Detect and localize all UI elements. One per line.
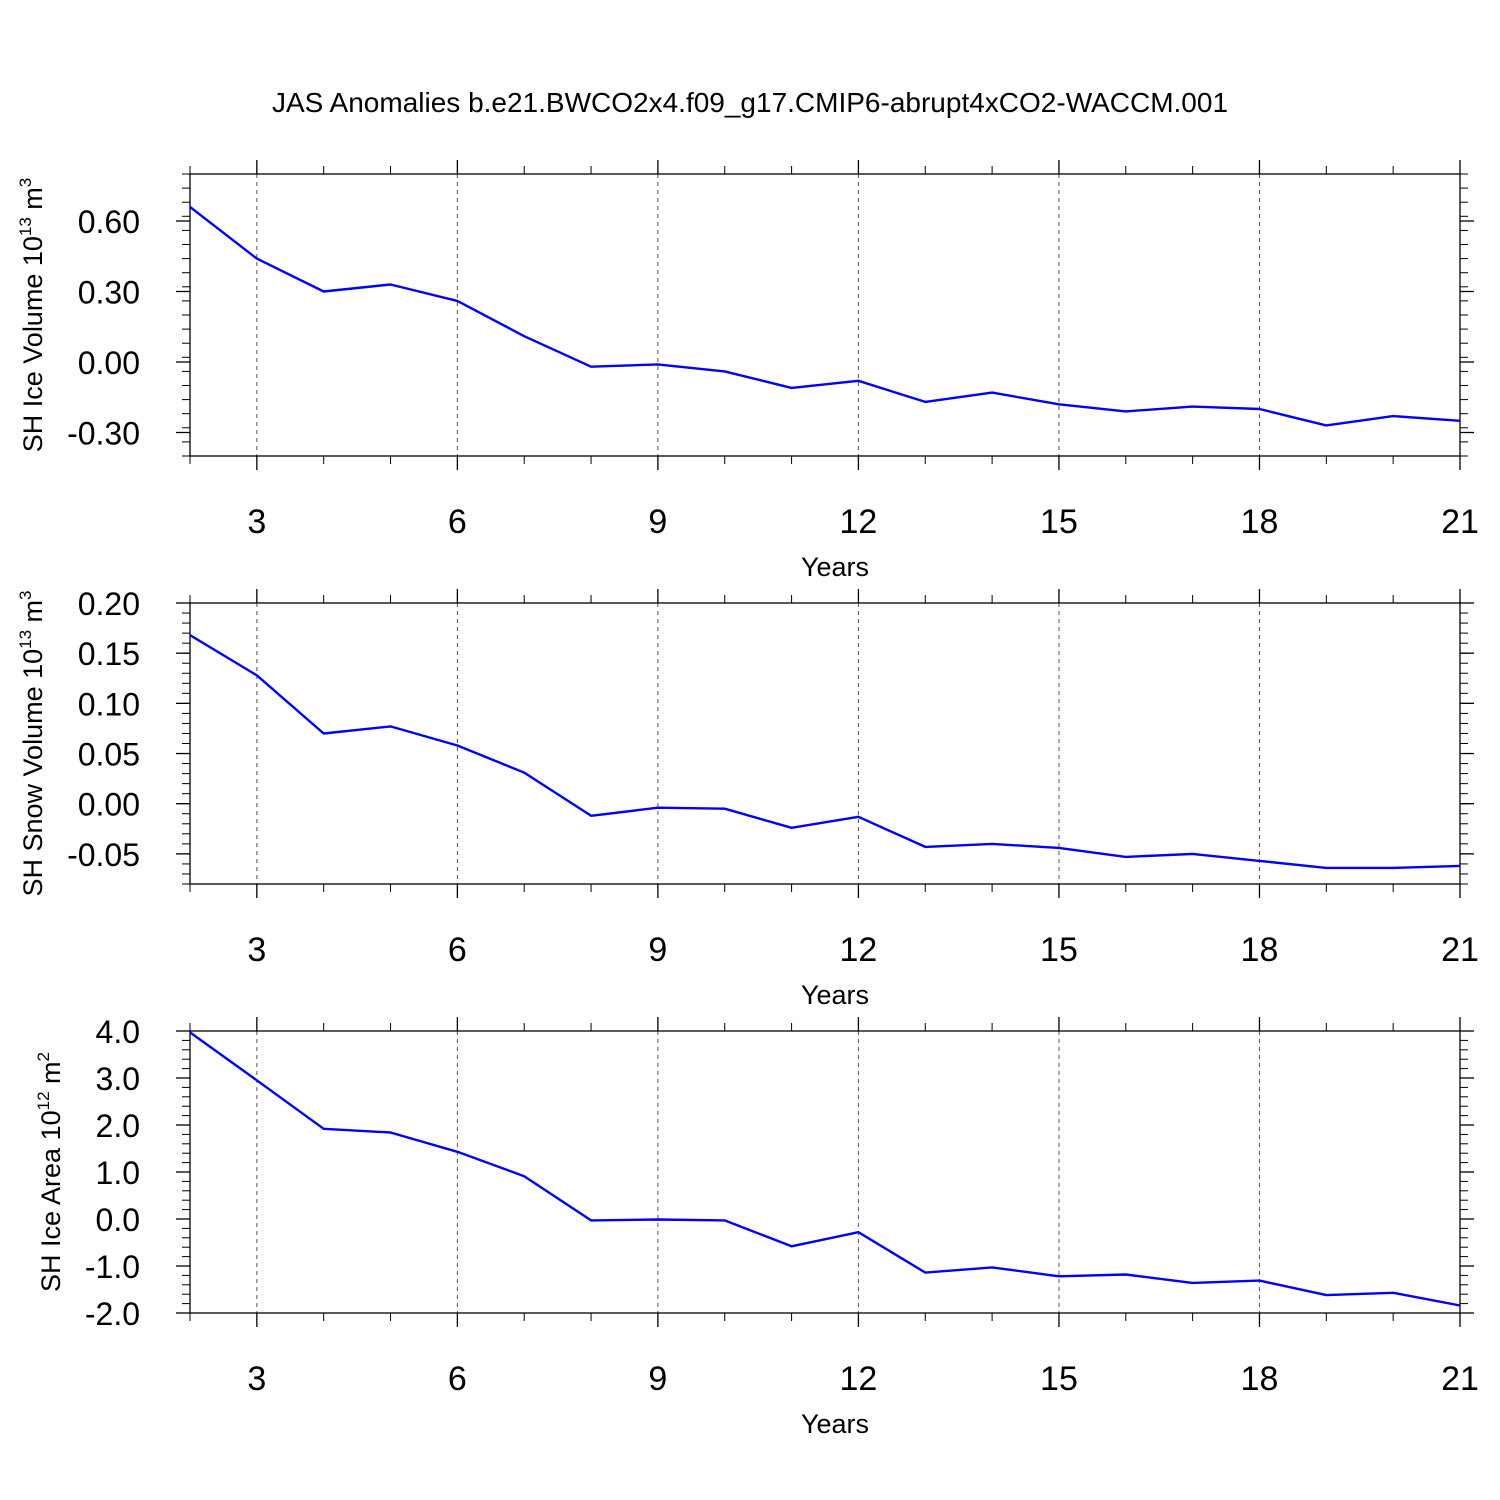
x-tick-label: 3 bbox=[247, 931, 266, 969]
x-tick-label: 12 bbox=[840, 931, 878, 969]
y-tick-label: -2.0 bbox=[85, 1296, 140, 1332]
x-tick-label: 15 bbox=[1040, 1360, 1078, 1398]
x-tick-label: 3 bbox=[247, 503, 266, 541]
x-tick-label: 9 bbox=[648, 1360, 667, 1398]
y-tick-label: 2.0 bbox=[96, 1108, 140, 1144]
y-tick-label: 0.15 bbox=[78, 636, 140, 672]
y-axis-label: SH Snow Volume 1013 m3 bbox=[16, 590, 48, 896]
x-tick-label: 3 bbox=[247, 1360, 266, 1398]
y-tick-label: -1.0 bbox=[85, 1249, 140, 1285]
x-axis-label: Years bbox=[801, 552, 869, 582]
x-tick-label: 9 bbox=[648, 931, 667, 969]
y-tick-label: 0.10 bbox=[78, 686, 140, 722]
x-tick-label: 21 bbox=[1441, 1360, 1479, 1398]
series-line bbox=[189, 634, 1461, 870]
x-tick-label: 6 bbox=[448, 503, 467, 541]
x-tick-label: 18 bbox=[1241, 503, 1279, 541]
y-tick-label: 0.0 bbox=[96, 1202, 140, 1238]
x-tick-label: 15 bbox=[1040, 503, 1078, 541]
y-tick-label: 4.0 bbox=[96, 1014, 140, 1050]
x-tick-label: 6 bbox=[448, 1360, 467, 1398]
y-axis-label-superscript: 3 bbox=[16, 178, 35, 187]
panel-2: 3 6 9 12 15 18 21 -0.05 0.00 0.05 0.10 0.15 0.20 Year… bbox=[16, 586, 1479, 1010]
panels: 3 6 9 12 15 18 21 -0.30 0.00 0.30 0.60 Years SH Ice … bbox=[16, 160, 1479, 1439]
y-tick-label: 0.00 bbox=[78, 787, 140, 823]
y-axis-label-text: m bbox=[18, 187, 48, 217]
x-tick-label: 15 bbox=[1040, 931, 1078, 969]
x-axis-label: Years bbox=[801, 1409, 869, 1439]
y-axis-label-text: m bbox=[18, 600, 48, 630]
x-tick-label: 6 bbox=[448, 931, 467, 969]
y-axis-label-superscript: 3 bbox=[16, 590, 35, 599]
y-axis-label-superscript: 13 bbox=[16, 630, 35, 649]
y-axis-label-superscript: 2 bbox=[34, 1052, 53, 1061]
x-tick-label: 18 bbox=[1241, 1360, 1279, 1398]
x-tick-label: 21 bbox=[1441, 503, 1479, 541]
y-axis-label-superscript: 12 bbox=[34, 1091, 53, 1110]
y-axis-label: SH Ice Area 1012 m2 bbox=[34, 1052, 66, 1292]
y-tick-label: 3.0 bbox=[96, 1061, 140, 1097]
y-tick-label: -0.05 bbox=[67, 837, 140, 873]
x-tick-label: 21 bbox=[1441, 931, 1479, 969]
panel-3: 3 6 9 12 15 18 21 -2.0 -1.0 0.0 1.0 2.0 3.0 4.0 Years S… bbox=[34, 1014, 1479, 1439]
y-tick-label: 0.60 bbox=[78, 204, 140, 240]
x-tick-label: 18 bbox=[1241, 931, 1279, 969]
x-tick-label: 12 bbox=[840, 503, 878, 541]
y-axis-label-text: SH Snow Volume 10 bbox=[18, 649, 48, 897]
y-axis-label-text: SH Ice Area 10 bbox=[36, 1110, 66, 1292]
y-tick-label: 0.30 bbox=[78, 275, 140, 311]
y-tick-label: 1.0 bbox=[96, 1155, 140, 1191]
x-tick-label: 12 bbox=[840, 1360, 878, 1398]
y-axis-label-superscript: 13 bbox=[16, 217, 35, 236]
y-tick-label: 0.20 bbox=[78, 586, 140, 622]
y-tick-label: -0.30 bbox=[67, 416, 140, 452]
x-tick-label: 9 bbox=[648, 503, 667, 541]
y-axis-label: SH Ice Volume 1013 m3 bbox=[16, 178, 48, 453]
series-line bbox=[189, 1031, 1461, 1307]
y-tick-label: 0.05 bbox=[78, 737, 140, 773]
x-axis-label: Years bbox=[801, 980, 869, 1010]
series-line bbox=[189, 205, 1461, 427]
y-axis-label-text: m bbox=[36, 1061, 66, 1091]
panel-1: 3 6 9 12 15 18 21 -0.30 0.00 0.30 0.60 Years SH Ice … bbox=[16, 160, 1479, 582]
y-tick-label: 0.00 bbox=[78, 345, 140, 381]
y-axis-label-text: SH Ice Volume 10 bbox=[18, 236, 48, 452]
figure-title: JAS Anomalies b.e21.BWCO2x4.f09_g17.CMIP… bbox=[272, 87, 1228, 118]
